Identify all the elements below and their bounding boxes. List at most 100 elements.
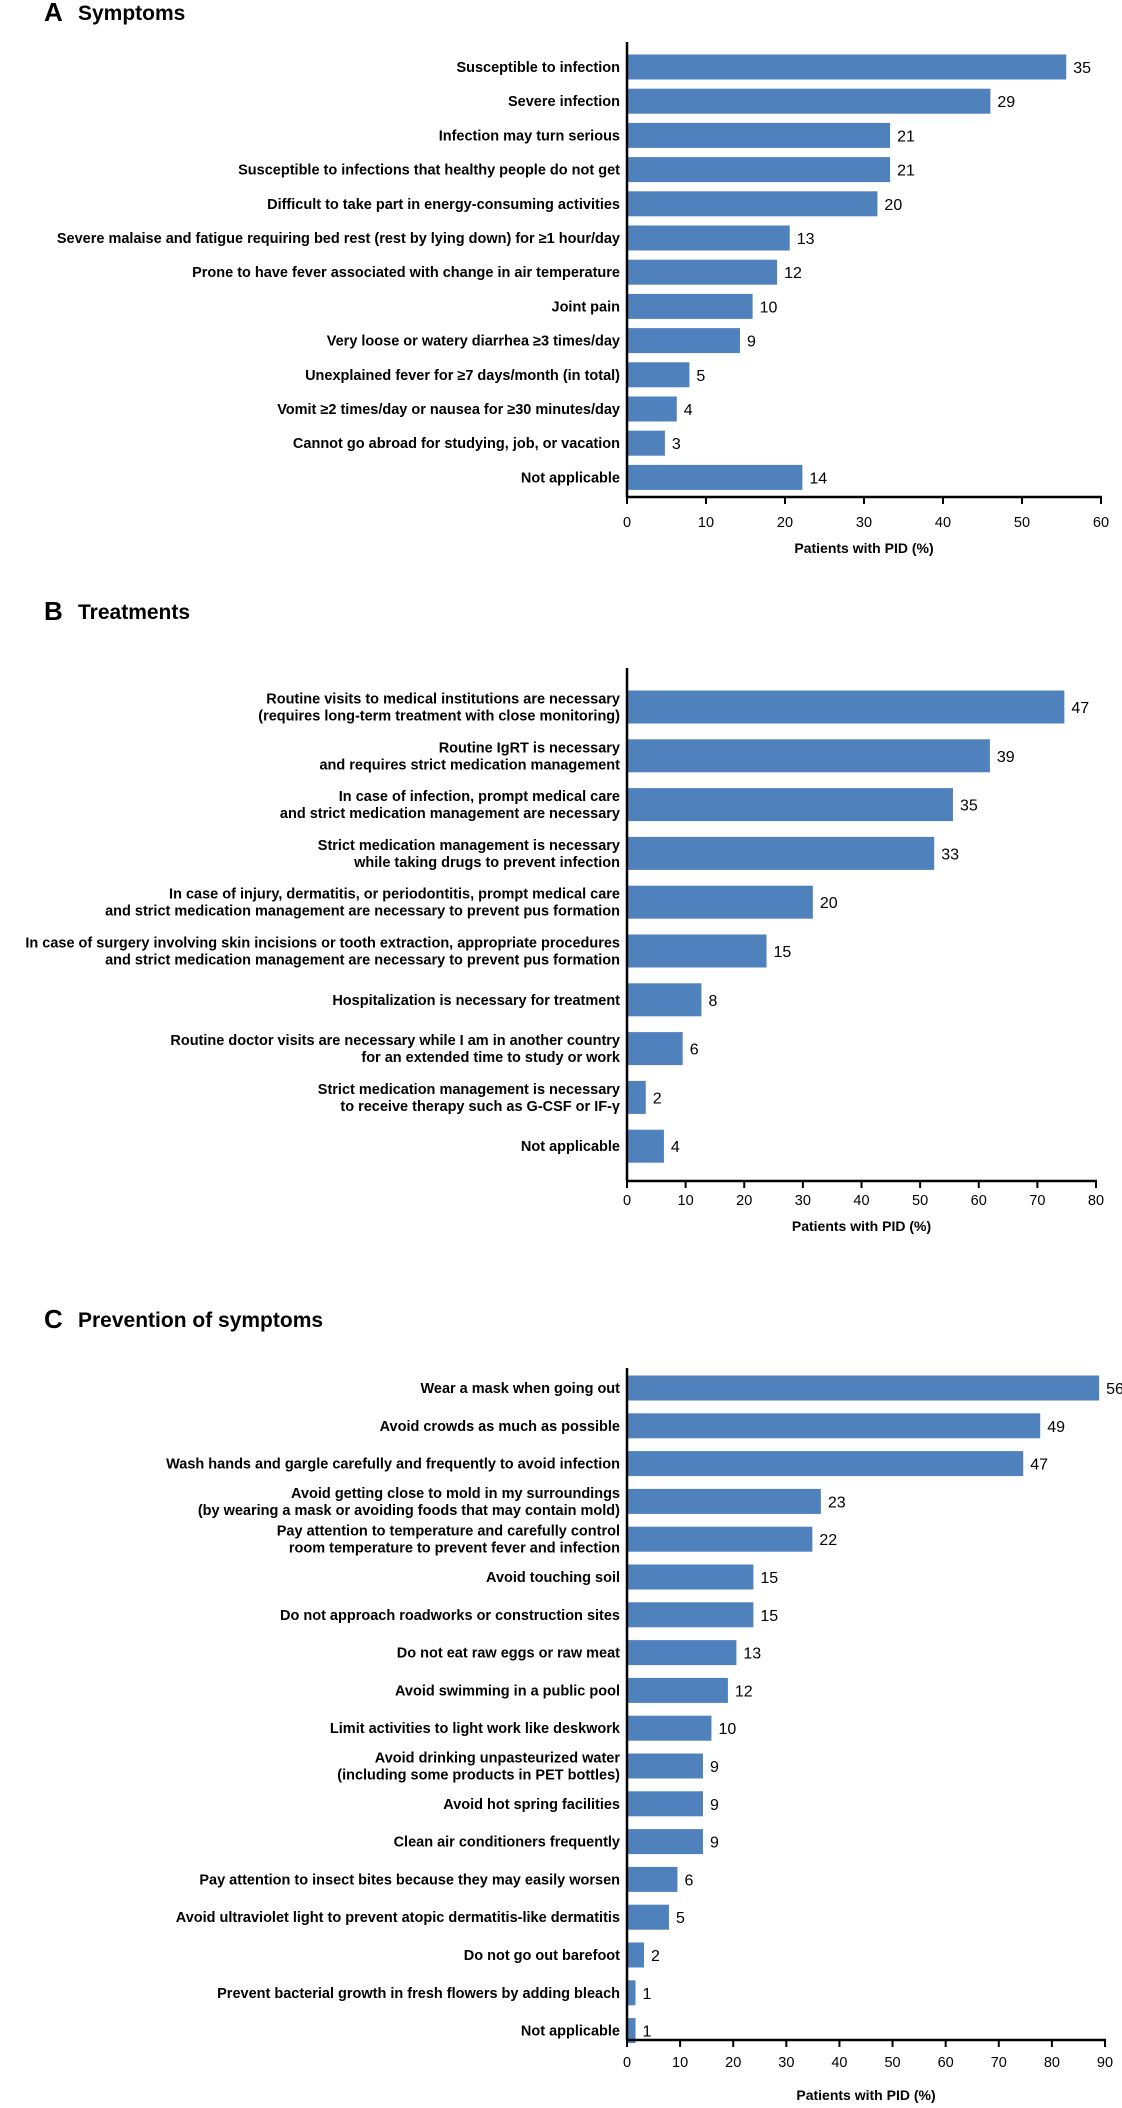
category-label: Wash hands and gargle carefully and freq… [166, 1457, 620, 1473]
category-label: Vomit ≥2 times/day or nausea for ≥30 min… [277, 402, 620, 418]
data-label: 5 [676, 1910, 685, 1927]
category-label: Not applicable [521, 2024, 620, 2040]
category-label: Not applicable [521, 1139, 620, 1155]
category-label: and requires strict medication managemen… [319, 757, 620, 773]
panel-letter: B [44, 596, 63, 626]
data-label: 3 [672, 436, 681, 453]
data-label: 20 [820, 895, 838, 912]
data-label: 49 [1047, 1419, 1065, 1436]
category-label: Avoid crowds as much as possible [380, 1419, 620, 1435]
chart-panel-b: B Treatments Routine visits to medical ins… [25, 596, 1104, 1234]
x-axis-title: Patients with PID (%) [792, 1218, 931, 1234]
x-tick-label: 60 [1093, 515, 1109, 531]
bar [628, 788, 953, 822]
category-label: Very loose or watery diarrhea ≥3 times/d… [327, 334, 620, 350]
x-tick-label: 60 [971, 1193, 987, 1209]
data-label: 13 [797, 231, 815, 248]
data-label: 15 [760, 1570, 778, 1587]
category-label: Avoid ultraviolet light to prevent atopi… [176, 1910, 620, 1926]
bar [628, 430, 665, 456]
category-label: Severe malaise and fatigue requiring bed… [57, 231, 620, 247]
bar [628, 1451, 1024, 1477]
data-label: 15 [774, 944, 792, 961]
x-tick-label: 50 [912, 1193, 928, 1209]
bar [628, 328, 740, 354]
x-tick-label: 20 [736, 1193, 752, 1209]
bar [628, 2018, 636, 2044]
category-label: Infection may turn serious [439, 128, 620, 144]
data-label: 1 [642, 1986, 651, 2003]
data-label: 21 [897, 128, 915, 145]
bar [628, 1942, 644, 1968]
x-tick-label: 30 [856, 515, 872, 531]
x-tick-label: 70 [991, 2055, 1007, 2071]
x-tick-label: 10 [672, 2055, 688, 2071]
chart-title: Symptoms [78, 2, 185, 25]
data-label: 20 [884, 197, 902, 214]
category-label: and strict medication management are nec… [105, 904, 620, 920]
data-label: 9 [747, 334, 756, 351]
bar [628, 1129, 664, 1163]
bar [628, 1602, 754, 1628]
bar [628, 1866, 678, 1892]
data-label: 47 [1030, 1457, 1048, 1474]
bar [628, 396, 677, 422]
bar [628, 1904, 669, 1930]
x-tick-label: 0 [623, 1193, 631, 1209]
bar [628, 362, 690, 388]
category-label: In case of surgery involving skin incisi… [25, 936, 620, 952]
data-label: 23 [828, 1494, 846, 1511]
x-tick-label: 30 [778, 2055, 794, 2071]
category-label: Strict medication management is necessar… [318, 838, 620, 854]
x-tick-label: 80 [1088, 1193, 1104, 1209]
bar [628, 157, 891, 183]
x-tick-label: 30 [795, 1193, 811, 1209]
bar [628, 1488, 821, 1514]
data-label: 8 [708, 993, 717, 1010]
bar [628, 1829, 703, 1855]
x-tick-label: 10 [678, 1193, 694, 1209]
category-label: Avoid drinking unpasteurized water [375, 1751, 621, 1767]
category-label: Do not approach roadworks or constructio… [280, 1608, 620, 1624]
category-label: Avoid touching soil [486, 1570, 620, 1586]
x-tick-label: 40 [853, 1193, 869, 1209]
x-tick-label: 0 [623, 515, 631, 531]
data-label: 6 [684, 1872, 693, 1889]
bar [628, 885, 813, 919]
x-tick-label: 70 [1029, 1193, 1045, 1209]
category-label: Limit activities to light work like desk… [330, 1721, 621, 1737]
chart-title: Treatments [78, 601, 190, 624]
category-label: Prone to have fever associated with chan… [192, 265, 620, 281]
bar [628, 191, 878, 217]
data-label: 10 [718, 1721, 736, 1738]
x-tick-label: 0 [623, 2055, 631, 2071]
bar [628, 293, 753, 319]
category-label: Not applicable [521, 470, 620, 486]
data-label: 6 [690, 1042, 699, 1059]
data-label: 10 [760, 299, 778, 316]
bar [628, 1791, 703, 1817]
category-label: Routine visits to medical institutions a… [266, 692, 620, 708]
category-label: In case of infection, prompt medical car… [339, 789, 620, 805]
data-label: 9 [710, 1759, 719, 1776]
data-label: 29 [997, 94, 1015, 111]
category-label: Routine IgRT is necessary [439, 740, 620, 756]
chart-panel-c: C Prevention of symptoms Wear a mask when … [44, 1304, 1122, 2103]
bar [628, 464, 803, 490]
x-tick-label: 20 [725, 2055, 741, 2071]
bar [628, 934, 767, 968]
data-label: 13 [743, 1646, 761, 1663]
category-label: Do not eat raw eggs or raw meat [397, 1646, 620, 1662]
category-label: Strict medication management is necessar… [318, 1082, 620, 1098]
bar [628, 54, 1067, 80]
data-label: 4 [671, 1139, 680, 1156]
x-axis-title: Patients with PID (%) [794, 540, 933, 556]
category-label: and strict medication management are nec… [280, 806, 620, 822]
data-label: 35 [1073, 60, 1091, 77]
category-label: to receive therapy such as G-CSF or IF-γ [340, 1099, 620, 1115]
panel-letter: A [44, 0, 63, 27]
x-tick-label: 60 [938, 2055, 954, 2071]
data-label: 12 [735, 1683, 753, 1700]
bar [628, 1564, 754, 1590]
